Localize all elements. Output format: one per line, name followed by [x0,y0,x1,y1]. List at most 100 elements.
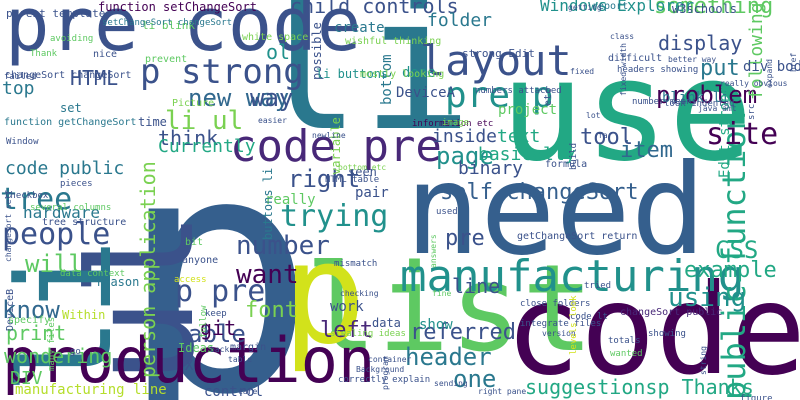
word: getting [568,3,602,12]
word: difficult [608,53,663,64]
word: want [236,260,299,290]
word: table [228,355,253,364]
word: pre p [445,75,554,116]
word: prevent [145,54,188,65]
word: li [250,0,473,172]
word: sending [434,379,468,388]
word: DeviceA [396,85,456,101]
word: Currently [158,136,256,157]
word: pieces [60,179,93,189]
word: work [330,299,364,315]
word: specify [8,315,51,326]
word: HTML table [325,175,380,185]
word: Background [356,365,405,374]
word: headers showing [617,65,699,75]
word: really obvious [720,79,788,88]
word: left [320,318,373,343]
word: really [265,192,316,208]
word: anyone [182,255,219,266]
word: list [305,240,594,379]
word: white space [242,32,309,43]
word: know [2,296,60,324]
word: number means [632,97,698,107]
word: Picture [172,98,215,109]
word: checkbox [5,191,49,201]
word: put [700,56,740,81]
word: wanted [610,349,643,359]
word: Within [62,308,106,322]
word: problem [656,81,758,109]
word: follow [199,305,209,338]
word: div body [743,59,800,75]
word: string [699,346,708,375]
word: code [505,258,800,400]
word: number [236,231,330,261]
word: java amt [698,104,737,113]
word: look indented [664,99,735,109]
word: project [498,102,558,118]
word: CSS [715,236,759,264]
word: changeSort self [4,189,13,262]
word: changeSort public [620,307,723,318]
word: better way [668,55,717,64]
word: used [436,207,458,217]
word: git [200,316,237,340]
word: basically [478,144,576,165]
word: pre [445,226,485,251]
word: fine [432,289,452,298]
word: several columns [30,203,112,213]
word: tree [0,182,73,217]
word: stealing ideas [330,329,406,339]
word: blink li [662,90,730,106]
word: Ideas [178,341,215,355]
word: print [6,321,67,345]
word: reason [96,275,140,289]
word: mostly looking [360,69,445,80]
word: back [210,345,230,354]
word: p [282,213,367,376]
word: inside [432,126,498,147]
word: margin [230,342,267,353]
word: self changeSort [440,180,639,205]
word: getChangeSort return [517,231,638,242]
word: top [2,78,35,99]
word: line [452,274,501,298]
word: people [2,217,111,252]
word: many files [47,316,57,371]
word: container [368,355,412,364]
word: child controls [290,0,459,18]
word: think [158,126,219,150]
word: something [654,0,774,19]
word: information etc [412,119,494,129]
word: easier [258,116,287,125]
word: site [706,117,779,152]
word: changeSort changeSort [5,70,132,81]
word: formula [545,159,588,170]
word: close folders [520,299,591,309]
word: p strong [140,52,304,92]
word: strong Edit [462,47,535,60]
word: far [598,131,613,140]
word: code lt [570,312,608,322]
word: trying [280,199,389,234]
word: keep [205,309,227,319]
word: nice [93,49,118,60]
word: bottom etc [338,163,387,172]
word: suggestionsp Thanks [525,375,754,399]
word: setChangeSort changeSort [102,18,233,28]
word: version [542,329,576,338]
word: HTML [70,66,119,90]
word: one [453,365,497,393]
word: right pane [478,387,527,396]
word: right [288,165,361,193]
word: set [60,101,82,115]
word: go [70,347,81,357]
word: show [419,317,453,333]
word: need [405,138,707,283]
word: integrate files [520,319,602,329]
word: able [188,320,246,348]
word: data [372,316,401,330]
word: control [204,384,264,400]
word: wondering [4,344,113,368]
